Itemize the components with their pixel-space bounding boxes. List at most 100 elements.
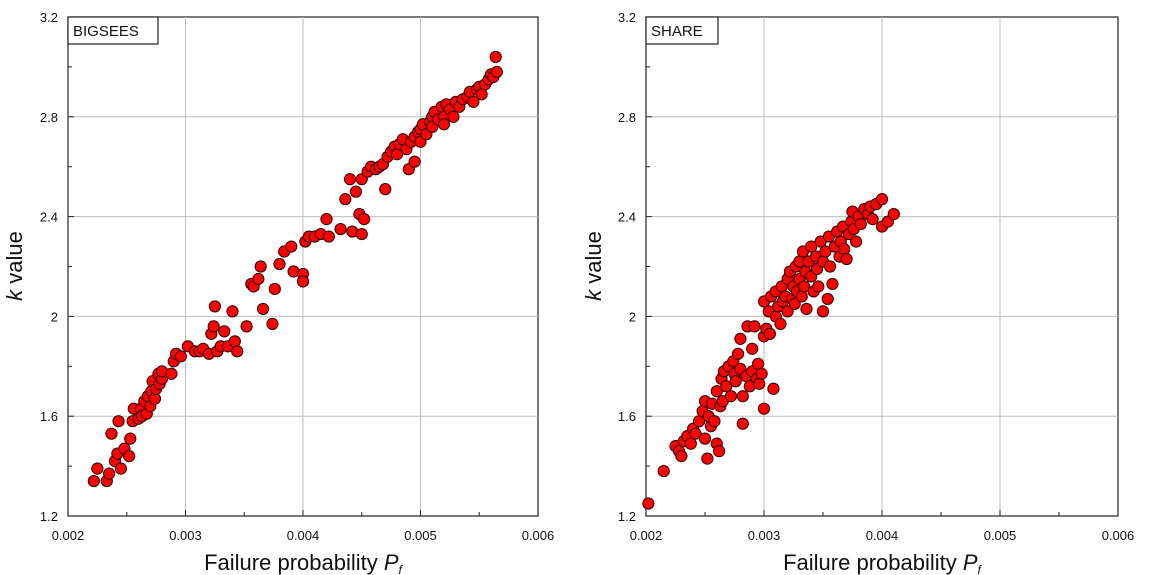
scatter-point bbox=[273, 257, 286, 271]
scatter-point bbox=[812, 280, 825, 293]
scatter-point bbox=[334, 222, 347, 236]
scatter-point bbox=[729, 375, 742, 388]
scatter-point bbox=[849, 235, 863, 248]
scatter-point bbox=[698, 432, 712, 445]
panel-tag: BIGSEES bbox=[73, 23, 139, 40]
scatter-point bbox=[447, 110, 460, 123]
scatter-point bbox=[355, 227, 368, 241]
y-axis-label: k value bbox=[581, 231, 606, 301]
scatter-point bbox=[710, 385, 723, 398]
x-tick-label: 0.005 bbox=[984, 528, 1017, 543]
scatter-point bbox=[285, 240, 298, 253]
x-tick-label: 0.006 bbox=[1102, 528, 1135, 543]
scatter-point bbox=[489, 50, 502, 64]
scatter-point bbox=[675, 450, 688, 463]
scatter-point bbox=[437, 118, 451, 131]
scatter-point bbox=[805, 240, 818, 253]
scatter-point bbox=[296, 275, 310, 288]
scatter-point bbox=[358, 212, 371, 226]
y-tick-label: 1.2 bbox=[40, 509, 58, 524]
scatter-point bbox=[755, 367, 768, 380]
x-tick-label: 0.003 bbox=[748, 528, 781, 543]
scatter-point bbox=[231, 345, 244, 358]
x-tick-label: 0.004 bbox=[866, 528, 899, 543]
grid-lines bbox=[646, 17, 1118, 516]
scatter-point bbox=[800, 302, 813, 316]
x-tick-label: 0.002 bbox=[630, 528, 663, 543]
scatter-point bbox=[887, 208, 900, 221]
scatter-point bbox=[788, 297, 801, 311]
scatter-point bbox=[689, 427, 702, 440]
scatter-point bbox=[708, 415, 721, 428]
scatter-point bbox=[124, 432, 137, 445]
scatter-point bbox=[823, 260, 837, 273]
x-tick-label: 0.004 bbox=[287, 528, 320, 543]
scatter-point bbox=[819, 245, 832, 258]
scatter-point bbox=[343, 173, 357, 186]
scatter-point bbox=[208, 300, 221, 313]
x-tick-label: 0.006 bbox=[522, 528, 555, 543]
scatter-point bbox=[379, 183, 392, 196]
scatter-point bbox=[349, 185, 362, 198]
scatter-point bbox=[91, 462, 104, 475]
panel-tag-box: SHARE bbox=[645, 16, 719, 45]
y-tick-label: 2.8 bbox=[618, 110, 636, 125]
scatter-point bbox=[207, 320, 220, 333]
scatter-point bbox=[731, 347, 745, 360]
scatter-point bbox=[103, 467, 116, 480]
y-tick-label: 2 bbox=[51, 309, 58, 324]
x-tick-label: 0.002 bbox=[52, 528, 85, 543]
y-tick-label: 3.2 bbox=[40, 10, 58, 25]
scatter-points bbox=[642, 193, 900, 510]
scatter-point bbox=[736, 417, 749, 430]
x-tick-label: 0.005 bbox=[404, 528, 437, 543]
scatter-point bbox=[826, 277, 839, 291]
scatter-point bbox=[268, 282, 281, 296]
scatter-point bbox=[816, 305, 830, 318]
panel-share: 0.002 0.003 0.004 0.005 0.006 1.2 1.6 2 2.4 2.8 3… bbox=[581, 10, 1134, 575]
scatter-point bbox=[767, 382, 780, 395]
scatter-point bbox=[875, 193, 889, 206]
scatter-point bbox=[123, 450, 136, 463]
scatter-points bbox=[87, 50, 503, 488]
scatter-point bbox=[748, 320, 761, 333]
scatter-point bbox=[736, 390, 749, 403]
y-tick-labels: 1.2 1.6 2 2.4 2.8 3.2 bbox=[40, 10, 58, 524]
scatter-point bbox=[838, 242, 851, 256]
scatter-point bbox=[746, 342, 759, 355]
scatter-point bbox=[642, 497, 655, 510]
scatter-point bbox=[148, 392, 162, 405]
scatter-point bbox=[781, 305, 794, 318]
x-tick-labels: 0.002 0.003 0.004 0.005 0.006 bbox=[630, 528, 1135, 543]
scatter-point bbox=[114, 462, 127, 475]
scatter-point bbox=[713, 445, 726, 458]
scatter-point bbox=[322, 230, 335, 243]
y-tick-label: 2 bbox=[629, 309, 636, 324]
y-tick-label: 2.4 bbox=[40, 210, 58, 225]
scatter-point bbox=[734, 332, 747, 345]
scatter-point bbox=[657, 464, 670, 478]
scatter-point bbox=[87, 474, 100, 488]
scatter-point bbox=[490, 65, 503, 78]
scatter-point bbox=[252, 272, 265, 286]
scatter-point bbox=[821, 292, 834, 306]
scatter-point bbox=[467, 95, 480, 108]
y-tick-label: 2.4 bbox=[618, 210, 636, 225]
y-tick-label: 1.6 bbox=[40, 409, 58, 424]
y-tick-label: 3.2 bbox=[618, 10, 636, 25]
scatter-point bbox=[753, 377, 766, 390]
y-axis-label: k value bbox=[2, 231, 27, 301]
scatter-point bbox=[240, 320, 253, 333]
scatter-point bbox=[774, 317, 787, 330]
scatter-point bbox=[226, 305, 239, 318]
y-tick-labels: 1.2 1.6 2 2.4 2.8 3.2 bbox=[618, 10, 636, 524]
scatter-point bbox=[218, 325, 231, 338]
scatter-point bbox=[266, 317, 279, 330]
x-axis-label: Failure probability Pf bbox=[204, 550, 403, 575]
x-tick-labels: 0.002 0.003 0.004 0.005 0.006 bbox=[52, 528, 555, 543]
scatter-point bbox=[228, 335, 241, 348]
panel-bigsees: 0.002 0.003 0.004 0.005 0.006 1.2 1.6 2 2.4 2.8 3… bbox=[2, 10, 554, 575]
scatter-point bbox=[854, 217, 867, 231]
scatter-point bbox=[684, 437, 697, 450]
panel-tag: SHARE bbox=[651, 23, 703, 40]
